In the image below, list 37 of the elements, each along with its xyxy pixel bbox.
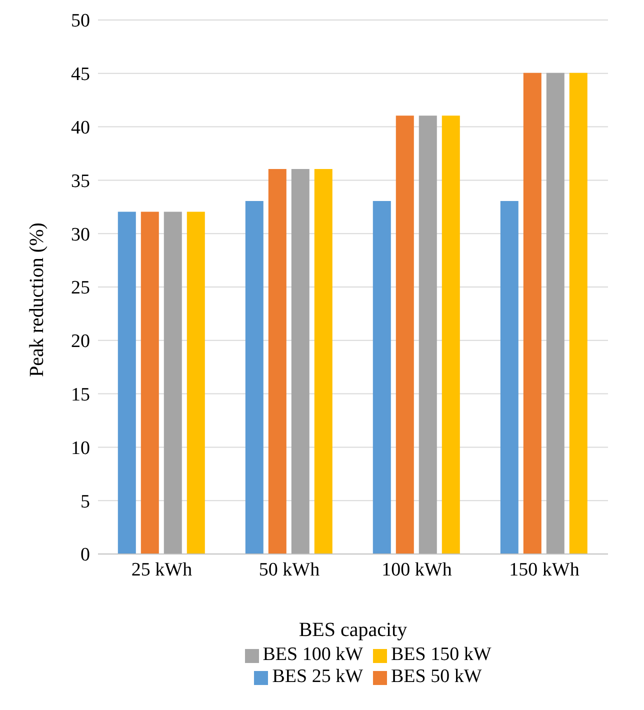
x-tick-label: 100 kWh (382, 559, 452, 580)
legend-label: BES 25 kW (272, 666, 363, 687)
y-tick-label: 10 (71, 438, 90, 459)
x-tick-label: 50 kWh (258, 559, 320, 580)
x-tick-label: 150 kWh (509, 559, 580, 580)
bar (268, 169, 286, 554)
bar (523, 72, 542, 554)
y-tick-label: 5 (80, 491, 90, 512)
bar (500, 201, 518, 554)
y-tick-label: 20 (71, 331, 90, 352)
y-tick-label: 50 (71, 10, 90, 32)
bar (569, 72, 588, 554)
legend-label: BES 100 kW (262, 644, 363, 665)
y-tick-label: 35 (71, 170, 90, 192)
y-tick-label: 40 (71, 118, 90, 139)
bar (396, 116, 414, 554)
legend-label: BES 150 kW (391, 644, 492, 665)
bar (372, 201, 391, 554)
x-axis-title: BES capacity (298, 619, 408, 641)
bar (291, 169, 310, 554)
bar (546, 72, 564, 554)
bar (245, 201, 264, 554)
bar (314, 169, 332, 554)
bar (186, 212, 205, 554)
y-tick-label: 30 (71, 224, 90, 246)
x-tick-label: 25 kWh (131, 559, 193, 580)
y-tick-label: 25 (71, 278, 90, 299)
y-axis-title: Peak reduction (%) (26, 222, 48, 377)
y-tick-label: 45 (71, 64, 90, 86)
legend-label: BES 50 kW (391, 666, 482, 687)
bar (164, 212, 182, 554)
bar (140, 212, 159, 554)
bar (118, 212, 136, 554)
bar (418, 116, 437, 554)
y-tick-label: 0 (80, 544, 90, 566)
bar (442, 116, 460, 554)
y-tick-label: 15 (71, 384, 90, 406)
